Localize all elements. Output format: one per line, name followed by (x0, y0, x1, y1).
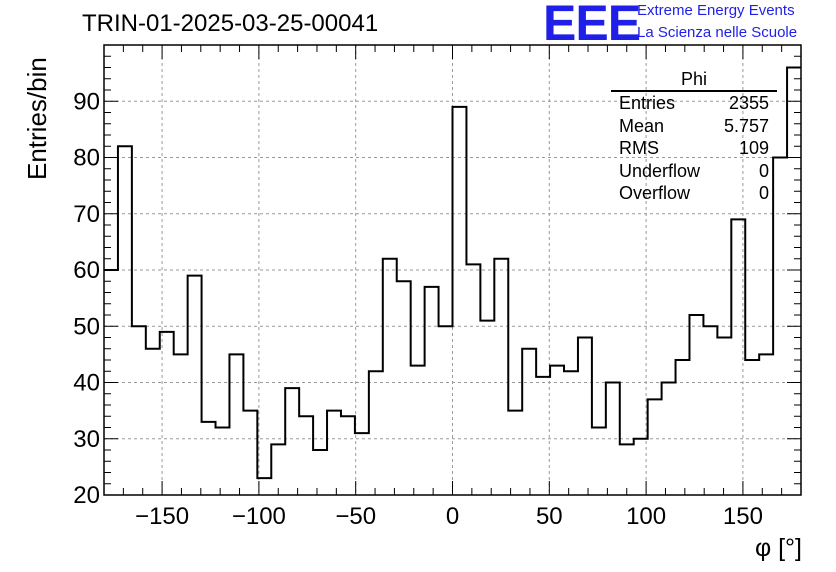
stats-mean-label: Mean (619, 115, 665, 136)
histogram-bin (313, 450, 327, 495)
x-tick-label: −50 (335, 503, 376, 530)
x-tick-label: −100 (232, 503, 286, 530)
histogram-outline (104, 66, 801, 480)
histogram-bin (118, 146, 132, 495)
histogram-bin (759, 354, 773, 495)
histogram-bin (188, 276, 202, 495)
histogram-bin (369, 371, 383, 495)
x-tick-label: 150 (723, 503, 763, 530)
y-tick-label: 70 (73, 201, 100, 228)
histogram-bin (773, 158, 787, 496)
x-tick-label: 50 (536, 503, 563, 530)
logo-line-1: Extreme Energy Events (637, 2, 795, 19)
histogram-bin (425, 287, 439, 495)
x-axis-label: φ [°] (754, 534, 802, 562)
y-tick-label: 60 (73, 257, 100, 284)
histogram-bin (787, 68, 801, 496)
histogram-bin (132, 326, 146, 495)
histogram-bin (229, 354, 243, 495)
histogram-bin (634, 439, 648, 495)
x-tick-label: −150 (135, 503, 189, 530)
stats-underflow-label: Underflow (619, 160, 701, 181)
axis-ticks (103, 44, 802, 496)
histogram-bin (676, 360, 690, 495)
stats-entries-label: Entries (619, 93, 676, 113)
histogram-bin (160, 332, 174, 495)
histogram-bin (703, 326, 717, 495)
histogram-bin (662, 383, 676, 496)
stats-name: Phi (611, 68, 777, 92)
histogram-bin (550, 366, 564, 495)
histogram-bin (327, 411, 341, 495)
histogram-bin (648, 399, 662, 495)
histogram-bin (216, 428, 230, 496)
tick-labels: −150 −100 −50 0 50 100 150 20 30 40 50 60 70 80 90 (73, 88, 763, 530)
x-tick-label: 100 (626, 503, 666, 530)
histogram-bin (689, 315, 703, 495)
histogram-bin (383, 259, 397, 495)
y-tick-label: 40 (73, 370, 100, 397)
histogram-bin (439, 326, 453, 495)
y-tick-label: 80 (73, 145, 100, 172)
y-tick-label: 90 (73, 88, 100, 115)
histogram-bin (466, 264, 480, 495)
histogram-bin (104, 270, 118, 495)
histogram-bin (202, 422, 216, 495)
stats-row-rms: RMS 109 (611, 137, 777, 160)
histogram-bin (564, 371, 578, 495)
histogram-bin (397, 281, 411, 495)
histogram-bin (480, 321, 494, 495)
histogram-bin (299, 416, 313, 495)
stats-rms-value: 109 (738, 138, 769, 158)
histogram-bin (522, 349, 536, 495)
histogram-bin (745, 360, 759, 495)
histogram-bin (174, 354, 188, 495)
histogram-bin (271, 444, 285, 495)
histogram-bin (606, 383, 620, 496)
y-tick-label: 30 (73, 426, 100, 453)
histogram-bin (243, 411, 257, 495)
stats-row-overflow: Overflow 0 (611, 182, 777, 205)
stats-row-underflow: Underflow 0 (611, 160, 777, 183)
histogram-bin (620, 444, 634, 495)
histogram-bin (355, 433, 369, 495)
eee-logo: EEE (543, 0, 641, 51)
stats-row-entries: Entries 2355 (611, 92, 777, 115)
histogram-bin (508, 411, 522, 495)
y-axis-label: Entries/bin (22, 57, 52, 180)
histogram-bin (146, 349, 160, 495)
histogram-bin (257, 478, 271, 495)
stats-row-mean: Mean 5.757 (611, 115, 777, 138)
histogram-bin (494, 259, 508, 495)
stats-overflow-label: Overflow (619, 183, 691, 203)
x-tick-label: 0 (446, 503, 459, 530)
histogram-bin (411, 366, 425, 495)
stats-underflow-value: 0 (758, 160, 769, 181)
y-tick-label: 20 (73, 482, 100, 509)
histogram-bin (536, 377, 550, 495)
histogram-bin (453, 107, 467, 495)
histogram-bins (104, 66, 801, 496)
stats-box: Phi Entries 2355 Mean 5.757 RMS 109 Unde… (611, 68, 777, 205)
stats-rms-label: RMS (619, 138, 659, 158)
stats-overflow-value: 0 (758, 183, 769, 203)
histogram-bin (731, 219, 745, 495)
logo-line-2: La Scienza nelle Scuole (637, 24, 798, 41)
stats-mean-value: 5.757 (723, 115, 769, 136)
stats-entries-value: 2355 (728, 93, 769, 113)
histogram-bin (578, 338, 592, 496)
y-tick-label: 50 (73, 313, 100, 340)
histogram-bin (592, 428, 606, 496)
chart-title: TRIN-01-2025-03-25-00041 (82, 10, 379, 37)
histogram-bin (341, 416, 355, 495)
histogram-bin (717, 338, 731, 496)
histogram-bin (285, 388, 299, 495)
